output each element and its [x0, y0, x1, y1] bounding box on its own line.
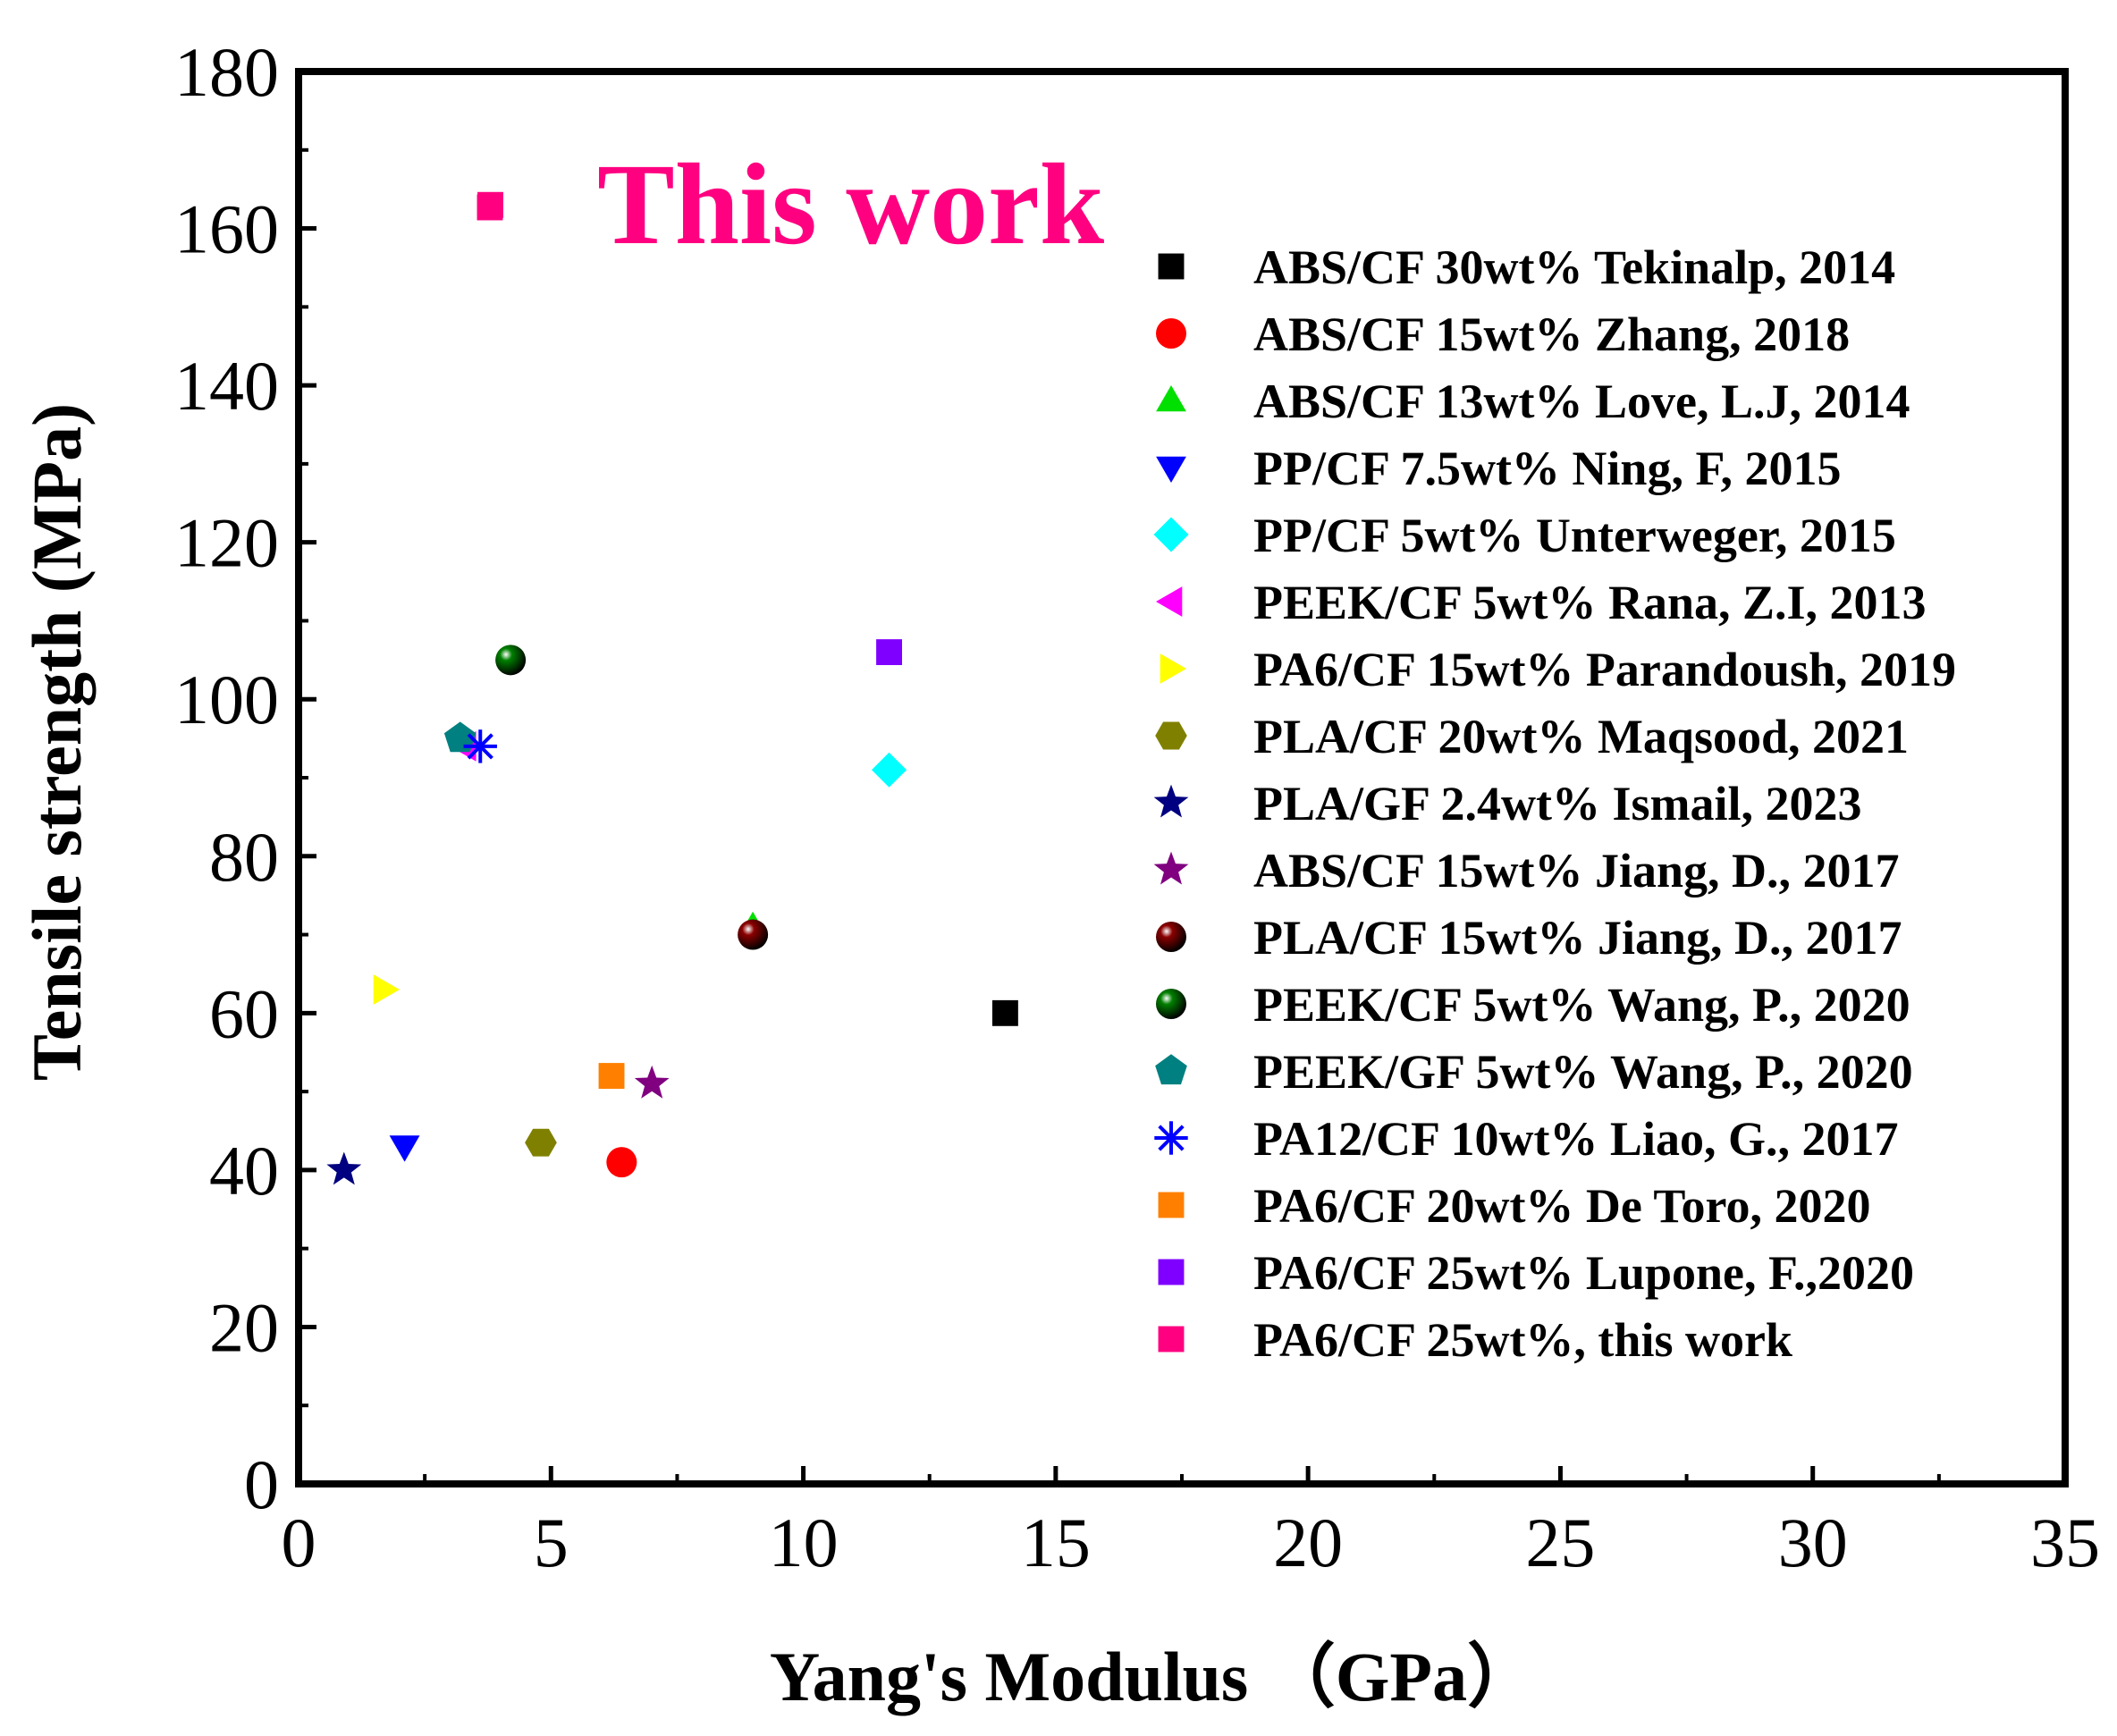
- x-tick-label: 20: [1273, 1504, 1343, 1581]
- legend-label: PP/CF 7.5wt% Ning, F, 2015: [1253, 442, 1842, 495]
- legend-marker-pla-cf-20wt-maqsood-2021: [1155, 721, 1187, 750]
- this-work-callout-marker: [477, 194, 503, 221]
- y-axis-title: Tensile strength (MPa): [18, 403, 96, 1081]
- y-tick-label: 180: [174, 33, 279, 111]
- legend-label: PEEK/CF 5wt% Wang, P., 2020: [1253, 978, 1910, 1032]
- legend-label: PA6/CF 25wt% Lupone, F.,2020: [1253, 1246, 1914, 1300]
- legend-marker-abs-cf-13wt-love-l-j-2014: [1156, 385, 1186, 412]
- y-tick-label: 140: [174, 347, 279, 425]
- point-pa6-cf-15wt-parandoush-2019: [373, 974, 400, 1005]
- point-pla-cf-20wt-maqsood-2021: [525, 1128, 557, 1157]
- x-axis-title: Yang's Modulus （GPa）: [770, 1638, 1537, 1715]
- legend-label: PLA/CF 15wt% Jiang, D., 2017: [1253, 911, 1902, 965]
- legend-label: PP/CF 5wt% Unterweger, 2015: [1253, 509, 1896, 562]
- point-pa6-cf-20wt-de-toro-2020: [598, 1063, 625, 1090]
- legend: ABS/CF 30wt% Tekinalp, 2014 ABS/CF 15wt% …: [1153, 240, 1956, 1367]
- legend-marker-pa6-cf-25wt-lupone-f-2020: [1158, 1259, 1185, 1285]
- legend-marker-abs-cf-15wt-jiang-d-2017: [1153, 851, 1189, 885]
- legend-marker-pla-cf-15wt-jiang-d-2017: [1156, 922, 1186, 952]
- legend-label: PEEK/CF 5wt% Rana, Z.I, 2013: [1253, 576, 1927, 629]
- legend-label: ABS/CF 15wt% Zhang, 2018: [1253, 308, 1850, 361]
- legend-marker-peek-cf-5wt-wang-p-2020: [1156, 989, 1186, 1019]
- legend-marker-peek-cf-5wt-rana-z-i-2013: [1156, 586, 1183, 617]
- legend-label: PLA/CF 20wt% Maqsood, 2021: [1253, 710, 1909, 763]
- point-peek-gf-5wt-wang-p-2020: [443, 721, 477, 753]
- this-work-callout: This work: [597, 140, 1105, 269]
- data-points: [326, 191, 1018, 1185]
- point-abs-cf-30wt-tekinalp-2014: [991, 999, 1018, 1026]
- legend-label: PLA/GF 2.4wt% Ismail, 2023: [1253, 777, 1861, 830]
- legend-marker-pp-cf-7-5wt-ning-f-2015: [1156, 456, 1186, 483]
- legend-marker-peek-gf-5wt-wang-p-2020: [1155, 1054, 1187, 1085]
- legend-label: PA6/CF 20wt% De Toro, 2020: [1253, 1179, 1870, 1233]
- legend-marker-pa12-cf-10wt-liao-g-2017: [1154, 1121, 1188, 1155]
- x-tick-label: 5: [534, 1504, 569, 1581]
- legend-marker-pa6-cf-15wt-parandoush-2019: [1160, 653, 1186, 684]
- legend-label: PA12/CF 10wt% Liao, G., 2017: [1253, 1112, 1898, 1166]
- legend-marker-pp-cf-5wt-unterweger-2015: [1153, 517, 1189, 552]
- legend-marker-abs-cf-30wt-tekinalp-2014: [1158, 253, 1185, 280]
- legend-marker-pa6-cf-25wt-this-work: [1158, 1326, 1185, 1353]
- point-pp-cf-5wt-unterweger-2015: [872, 752, 907, 788]
- point-pa6-cf-25wt-lupone-f-2020: [876, 639, 902, 666]
- x-tick-label: 35: [2030, 1504, 2100, 1581]
- y-tick-label: 40: [209, 1132, 279, 1209]
- legend-label: PA6/CF 15wt% Parandoush, 2019: [1253, 643, 1956, 696]
- legend-label: PEEK/GF 5wt% Wang, P., 2020: [1253, 1045, 1913, 1099]
- x-tick-label: 10: [769, 1504, 839, 1581]
- point-peek-cf-5wt-wang-p-2020: [495, 645, 527, 676]
- legend-label: ABS/CF 30wt% Tekinalp, 2014: [1253, 240, 1895, 294]
- y-tick-label: 60: [209, 974, 279, 1052]
- y-tick-label: 120: [174, 504, 279, 582]
- legend-label: PA6/CF 25wt%, this work: [1253, 1313, 1792, 1367]
- point-pla-gf-2-4wt-ismail-2023: [326, 1151, 362, 1185]
- x-tick-label: 30: [1778, 1504, 1848, 1581]
- legend-marker-abs-cf-15wt-zhang-2018: [1156, 318, 1186, 349]
- axis-ticks: 0 5 10 15 20 25 30 35 0 20 40 60 80 100 120 140 160 180: [174, 33, 2100, 1581]
- legend-marker-pla-gf-2-4wt-ismail-2023: [1153, 784, 1189, 818]
- x-tick-label: 25: [1525, 1504, 1595, 1581]
- y-tick-label: 100: [174, 661, 279, 738]
- legend-label: ABS/CF 15wt% Jiang, D., 2017: [1253, 844, 1900, 897]
- point-pp-cf-7-5wt-ning-f-2015: [389, 1135, 420, 1162]
- legend-label: ABS/CF 13wt% Love, L.J, 2014: [1253, 375, 1910, 428]
- plot-frame: [295, 68, 2069, 1487]
- y-tick-label: 160: [174, 190, 279, 268]
- x-tick-label: 15: [1021, 1504, 1091, 1581]
- y-tick-label: 80: [209, 818, 279, 896]
- point-pla-cf-15wt-jiang-d-2017: [738, 919, 769, 950]
- point-pa12-cf-10wt-liao-g-2017: [463, 729, 497, 763]
- y-tick-label: 20: [209, 1288, 279, 1366]
- point-abs-cf-15wt-jiang-d-2017: [634, 1065, 670, 1099]
- point-abs-cf-15wt-zhang-2018: [606, 1147, 637, 1178]
- x-tick-label: 0: [282, 1504, 316, 1581]
- y-tick-label: 0: [244, 1445, 279, 1523]
- legend-marker-pa6-cf-20wt-de-toro-2020: [1158, 1192, 1185, 1218]
